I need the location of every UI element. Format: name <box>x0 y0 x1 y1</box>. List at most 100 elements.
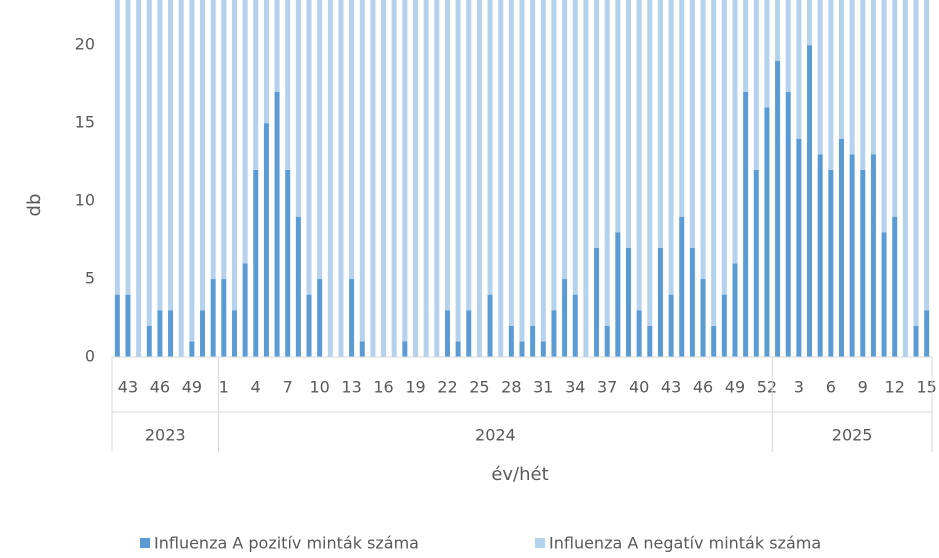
bar <box>263 0 269 124</box>
bar <box>753 0 759 170</box>
bar <box>732 263 738 357</box>
bar <box>359 341 365 357</box>
bar <box>689 0 695 248</box>
x-tick-label: 19 <box>405 378 425 397</box>
bar <box>434 0 440 357</box>
bar <box>636 310 642 357</box>
bar <box>764 0 770 108</box>
bar <box>604 0 610 326</box>
group-label: 2023 <box>145 426 186 445</box>
y-tick-label: 15 <box>75 113 95 132</box>
bar <box>125 0 131 295</box>
y-tick-label: 10 <box>75 191 95 210</box>
bar <box>785 91 791 357</box>
bar <box>583 0 589 357</box>
bar <box>391 0 397 357</box>
bar <box>274 0 280 92</box>
bar <box>625 0 631 248</box>
bar <box>146 0 152 326</box>
bar <box>881 0 887 233</box>
bar <box>253 169 259 357</box>
bar <box>498 0 504 357</box>
bar <box>849 0 855 155</box>
x-tick-label: 46 <box>150 378 170 397</box>
bar <box>594 247 600 357</box>
bar <box>317 279 323 357</box>
bar <box>838 0 844 139</box>
x-tick-label: 15 <box>916 378 936 397</box>
bar <box>860 0 866 170</box>
bar <box>892 216 898 357</box>
bar <box>221 0 227 280</box>
x-tick-label: 46 <box>693 378 713 397</box>
bar <box>785 0 791 92</box>
bar <box>711 325 717 357</box>
bar <box>817 0 823 155</box>
bar <box>455 0 461 342</box>
bar <box>253 0 259 170</box>
bar <box>285 0 291 170</box>
bar <box>849 154 855 357</box>
x-tick-label: 49 <box>725 378 745 397</box>
bar <box>764 107 770 357</box>
bar <box>615 232 621 357</box>
bar <box>828 0 834 170</box>
bar <box>285 169 291 357</box>
bar <box>146 325 152 357</box>
bar <box>402 0 408 342</box>
bar <box>200 0 206 311</box>
bar <box>157 310 163 357</box>
bar <box>647 325 653 357</box>
bar <box>157 0 163 311</box>
bar <box>689 247 695 357</box>
bar <box>381 0 387 357</box>
bar <box>274 91 280 357</box>
y-tick-label: 0 <box>85 347 95 366</box>
bar <box>775 60 781 357</box>
bar <box>604 325 610 357</box>
bar <box>668 0 674 295</box>
group-label: 2025 <box>832 426 873 445</box>
bar <box>870 0 876 155</box>
x-tick-label: 9 <box>858 378 868 397</box>
y-tick-label: 20 <box>75 35 95 54</box>
bar <box>700 279 706 357</box>
x-tick-label: 37 <box>597 378 617 397</box>
bar <box>636 0 642 311</box>
bar <box>455 341 461 357</box>
x-tick-label: 12 <box>885 378 905 397</box>
bar <box>753 169 759 357</box>
bar <box>444 310 450 357</box>
bar <box>562 0 568 280</box>
legend-swatch <box>535 538 545 548</box>
bar <box>721 0 727 295</box>
bar <box>200 310 206 357</box>
x-tick-label: 4 <box>251 378 261 397</box>
x-tick-label: 49 <box>182 378 202 397</box>
bar <box>657 247 663 357</box>
bar <box>519 0 525 342</box>
bar <box>349 0 355 280</box>
bar <box>679 0 685 217</box>
x-tick-label: 3 <box>794 378 804 397</box>
bar <box>732 0 738 264</box>
bar <box>327 0 333 357</box>
bar <box>807 0 813 46</box>
bar <box>189 0 195 342</box>
bar <box>263 123 269 357</box>
x-tick-label: 13 <box>341 378 361 397</box>
bar <box>413 0 419 357</box>
bar <box>508 0 514 326</box>
bar <box>860 169 866 357</box>
bar <box>647 0 653 326</box>
bar <box>743 0 749 92</box>
bar <box>306 0 312 295</box>
bar <box>796 138 802 357</box>
bar <box>466 310 472 357</box>
x-axis-title: év/hét <box>491 464 548 485</box>
bar <box>476 0 482 357</box>
bar <box>551 310 557 357</box>
bar <box>189 341 195 357</box>
bar <box>530 325 536 357</box>
bar <box>466 0 472 311</box>
